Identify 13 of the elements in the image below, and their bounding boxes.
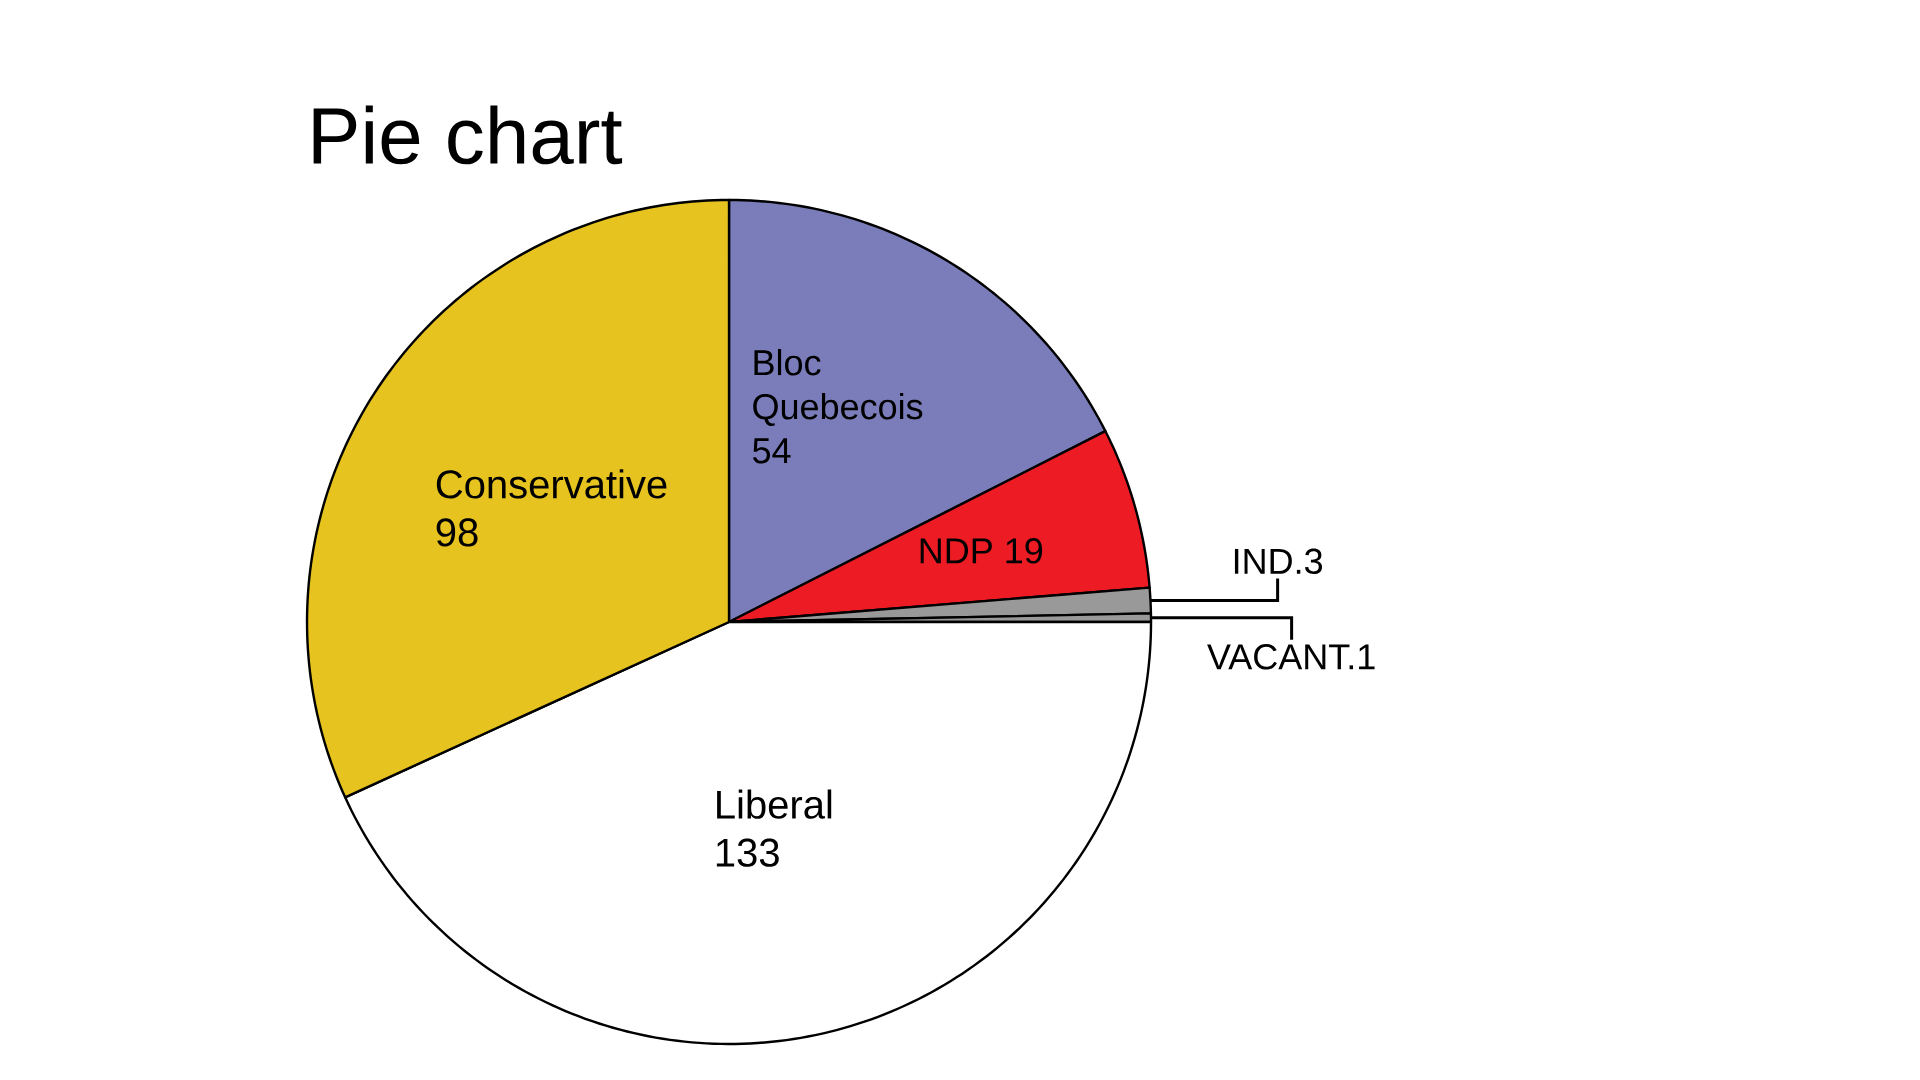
slice-label: Conservative [436,469,667,499]
data-label: 54 [752,438,791,464]
data-label: 98 [436,518,478,547]
slice-label: NDP [920,538,992,564]
data-label: 133 [716,838,779,867]
slice-label: VACANT. [1207,644,1353,670]
slice-label: Bloc Quebecois [753,349,923,426]
chart-title: Pie chart [313,105,623,165]
data-label: 19 [1006,538,1043,564]
slice-label: IND. [1234,548,1301,574]
slice-label: Liberal [717,789,832,819]
data-label: 3 [1304,548,1323,575]
data-label: 1 [1359,644,1375,670]
